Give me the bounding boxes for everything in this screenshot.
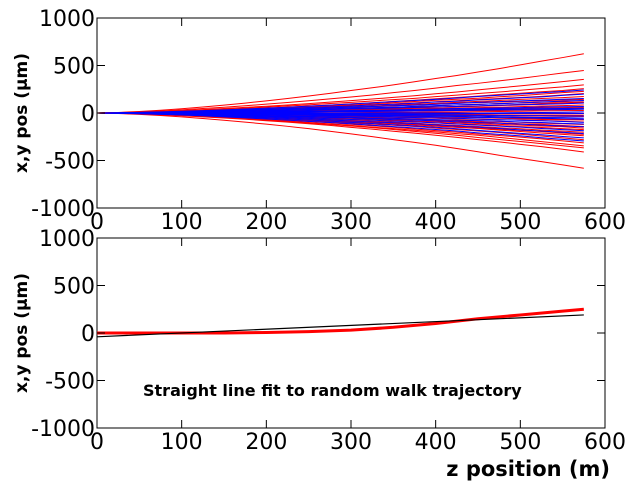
top-y-tick-label: -500: [45, 150, 95, 175]
bottom-y-tick-label: 500: [53, 275, 95, 300]
top-x-tick-label: 300: [330, 210, 372, 235]
bottom-x-tick-label: 0: [90, 430, 104, 455]
top-trajectory-ff0000-1: [96, 69, 584, 114]
top-x-tick-label: 200: [245, 210, 287, 235]
top-trajectory-ff0000-0: [96, 53, 584, 114]
bottom-x-tick-label: 200: [245, 430, 287, 455]
bottom-ticks: 0 100 200 300 400 500 600 -1000 -500 0 500 1000: [31, 227, 626, 455]
top-x-tick-label: 100: [161, 210, 203, 235]
bottom-trajectory-and-fit: [96, 307, 584, 338]
top-x-tick-label: 0: [90, 210, 104, 235]
bottom-x-tick-label: 500: [499, 430, 541, 455]
top-x-tick-label: 400: [415, 210, 457, 235]
bottom-x-tick-label: 300: [330, 430, 372, 455]
top-x-tick-label: 500: [499, 210, 541, 235]
bottom-y-axis-label: x,y pos (μm): [12, 273, 32, 393]
top-y-tick-label: -1000: [31, 197, 95, 222]
bottom-y-tick-label: 0: [81, 322, 95, 347]
bottom-x-tick-label: 400: [415, 430, 457, 455]
bottom-panel: x,y pos (μm) 0 100 200 300 400 500 600 -1000 -50…: [12, 227, 626, 481]
top-y-tick-label: 1000: [39, 7, 95, 32]
top-panel: x,y pos (μm) 0 100 200 300 400 500 600 -1000 -50…: [12, 7, 626, 235]
top-trajectory-ff0000-35: [96, 112, 584, 153]
top-y-axis-label: x,y pos (μm): [12, 53, 32, 173]
bottom-y-tick-label: 1000: [39, 227, 95, 252]
fit-annotation: Straight line fit to random walk traject…: [143, 381, 522, 400]
bottom-x-tick-label: 600: [584, 430, 626, 455]
top-y-tick-label: 0: [81, 102, 95, 127]
bottom-series-1: [96, 314, 584, 338]
top-x-tick-label: 600: [584, 210, 626, 235]
x-axis-label: z position (m): [446, 457, 610, 481]
top-y-tick-label: 500: [53, 55, 95, 80]
bottom-series-0: [97, 307, 584, 335]
top-trajectories: [96, 53, 584, 169]
bottom-y-tick-label: -500: [45, 370, 95, 395]
top-ticks: 0 100 200 300 400 500 600 -1000 -500 0 500 1000: [31, 7, 626, 235]
top-trajectory-0000ff-19: [96, 112, 584, 142]
top-trajectory-ff0000-36: [96, 112, 584, 169]
bottom-y-tick-label: -1000: [31, 417, 95, 442]
bottom-x-tick-label: 100: [161, 430, 203, 455]
